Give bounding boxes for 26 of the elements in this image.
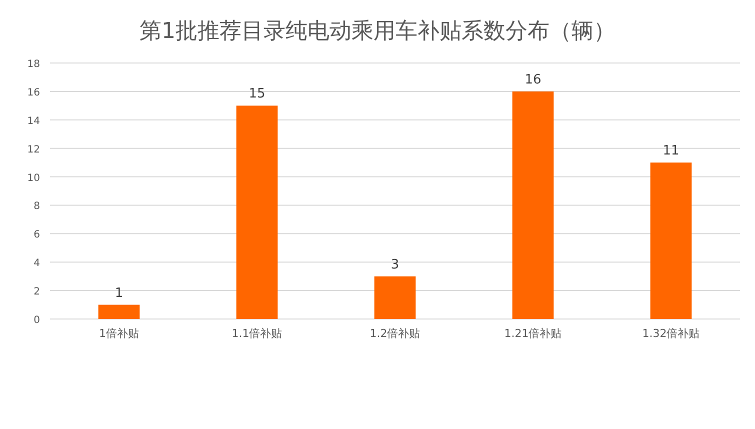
bar bbox=[236, 106, 278, 319]
data-label: 3 bbox=[390, 257, 400, 272]
y-tick-label: 10 bbox=[27, 172, 40, 184]
y-tick-label: 18 bbox=[27, 59, 40, 70]
y-tick-label: 16 bbox=[27, 87, 40, 98]
y-tick-label: 14 bbox=[27, 116, 40, 127]
y-tick-label: 0 bbox=[34, 315, 40, 326]
y-tick-label: 6 bbox=[34, 230, 40, 241]
bar bbox=[650, 162, 692, 319]
chart-title: 第1批推荐目录纯电动乘用车补贴系数分布（辆） bbox=[140, 19, 616, 44]
y-tick-label: 4 bbox=[34, 258, 40, 270]
x-tick-label: 1.1倍补贴 bbox=[232, 327, 282, 340]
bar bbox=[98, 304, 140, 319]
bar bbox=[374, 276, 416, 319]
bar bbox=[512, 91, 554, 319]
x-tick-label: 1.2倍补贴 bbox=[370, 327, 420, 340]
data-label: 15 bbox=[248, 86, 266, 102]
data-label: 16 bbox=[524, 72, 542, 88]
y-tick-label: 8 bbox=[34, 201, 40, 212]
data-label: 11 bbox=[662, 144, 680, 159]
y-tick-label: 2 bbox=[34, 286, 40, 298]
x-tick-label: 1.32倍补贴 bbox=[642, 327, 700, 340]
x-tick-label: 1.21倍补贴 bbox=[504, 327, 562, 340]
y-tick-label: 12 bbox=[27, 144, 40, 156]
x-tick-label: 1倍补贴 bbox=[99, 327, 139, 340]
data-label: 1 bbox=[114, 286, 124, 301]
